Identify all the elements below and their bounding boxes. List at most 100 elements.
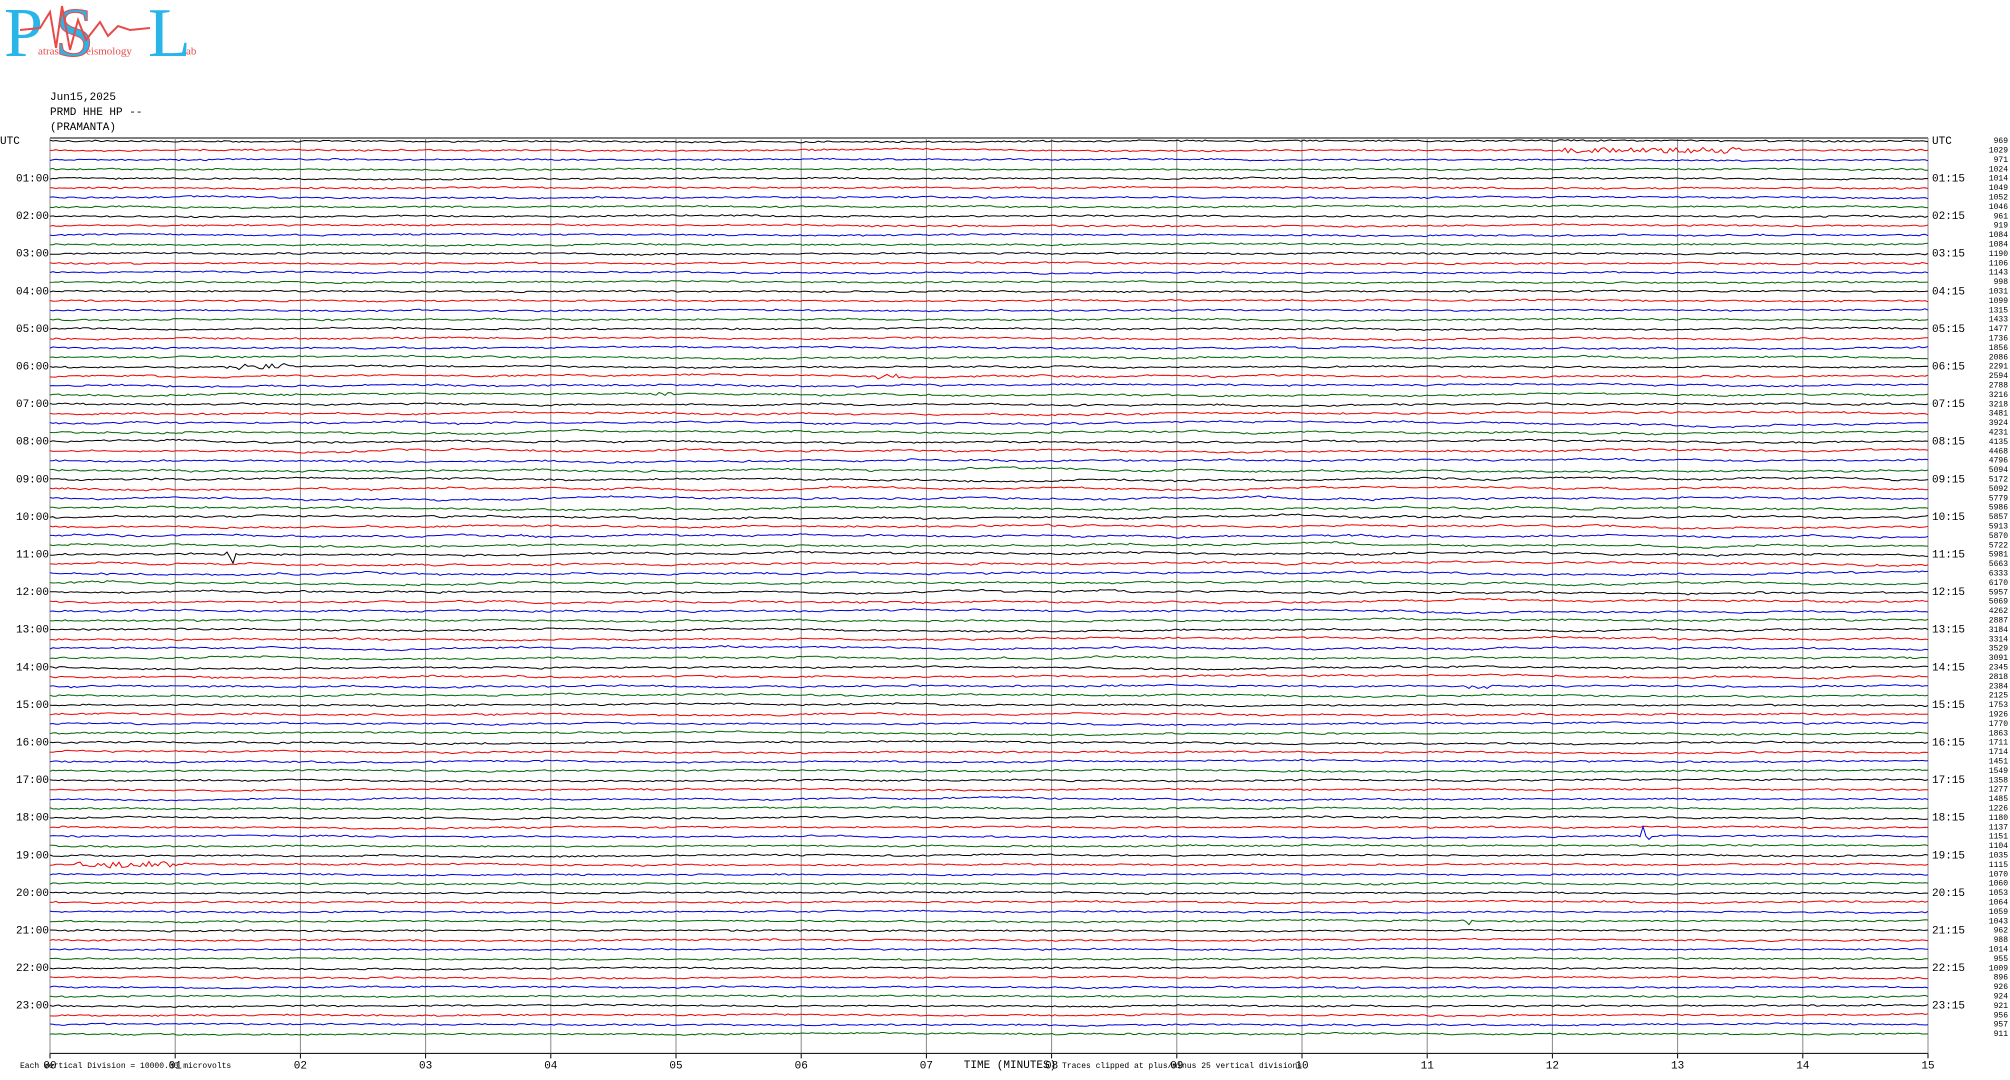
trace-max-label: 1084 [1989,241,2008,250]
trace-max-label: 1190 [1989,250,2008,259]
trace [49,825,1929,830]
trace [49,382,1929,388]
left-time-label: 05:00 [16,324,49,336]
trace-max-label: 1863 [1989,729,2008,738]
trace-max-label: 1046 [1989,203,2008,212]
trace-max-label: 2345 [1989,664,2008,673]
x-tick-label: 15 [1921,1060,1934,1072]
trace [49,673,1929,680]
trace-max-label: 921 [1994,1002,2009,1011]
trace-max-label: 961 [1994,212,2009,221]
trace [49,580,1929,587]
trace [49,608,1929,615]
left-time-label: 15:00 [16,700,49,712]
trace [49,853,1929,859]
trace [49,966,1928,971]
trace-max-label: 1143 [1989,269,2008,278]
trace [50,533,1929,539]
trace-max-label: 2818 [1989,673,2008,682]
trace-max-label: 2086 [1989,353,2008,362]
trace-max-label: 1137 [1989,823,2008,832]
trace [49,644,1929,652]
trace [49,872,1929,877]
trace-max-label: 2788 [1989,382,2008,391]
right-time-label: 20:15 [1932,888,1965,900]
trace-max-label: 2125 [1989,692,2008,701]
trace [49,909,1929,915]
trace-max-label: 896 [1994,974,2009,983]
trace-max-label: 1024 [1989,165,2008,174]
left-time-label: 01:00 [16,174,49,186]
right-time-label: 05:15 [1932,324,1965,336]
trace-max-label: 1029 [1989,147,2008,156]
clip-note: Traces clipped at plus/minus 25 vertical… [1062,1062,1302,1071]
trace [49,513,1929,521]
trace [49,665,1929,671]
left-time-label: 02:00 [16,211,49,223]
trace [49,806,1929,811]
trace-max-label: 5986 [1989,504,2008,513]
trace [49,824,1929,841]
x-tick-label: 14 [1796,1060,1810,1072]
trace-max-label: 3529 [1989,645,2008,654]
logo-letter: P [4,0,43,72]
left-time-label: 11:00 [16,550,49,562]
trace [50,251,1929,256]
trace [49,204,1929,210]
trace-max-label: 4796 [1989,457,2008,466]
trace-max-label: 1014 [1989,175,2008,184]
trace [49,899,1929,905]
left-time-label: 12:00 [16,587,49,599]
trace-max-label: 3091 [1989,654,2008,663]
x-tick-label: 04 [544,1060,558,1072]
trace-max-label: 957 [1994,1021,2009,1030]
trace [50,956,1929,961]
trace-max-label: 1477 [1989,325,2008,334]
trace [49,410,1929,417]
x-tick-label: 12 [1546,1060,1559,1072]
trace [49,505,1929,512]
trace-max-label: 4231 [1989,429,2008,438]
trace [49,447,1929,454]
trace-max-label: 1315 [1989,306,2008,315]
trace-max-label: 2291 [1989,363,2008,372]
trace-max-label: 1009 [1989,964,2008,973]
trace [49,167,1928,172]
trace-max-label: 3481 [1989,410,2008,419]
left-time-label: UTC [0,136,20,148]
trace [49,985,1929,990]
trace [49,1003,1929,1008]
trace [49,157,1929,162]
trace [49,308,1929,313]
x-tick-label: 11 [1421,1060,1435,1072]
trace-max-label: 3314 [1989,635,2008,644]
trace-max-label: 1014 [1989,946,2008,955]
trace [50,635,1929,642]
logo-wave [19,5,151,51]
trace-max-label: 1049 [1989,184,2008,193]
trace [49,232,1929,238]
x-tick-label: 13 [1671,1060,1684,1072]
right-time-label: 06:15 [1932,362,1965,374]
trace-max-label: 5779 [1989,494,2008,503]
trace-max-label: 998 [1994,278,2009,287]
right-time-label: 12:15 [1932,587,1965,599]
trace-max-label: 1060 [1989,880,2008,889]
logo-word: atras [38,46,59,58]
trace [49,627,1929,633]
left-time-label: 03:00 [16,249,49,261]
right-time-label: UTC [1932,136,1952,148]
trace [49,768,1929,773]
trace-max-label: 1104 [1989,842,2008,851]
trace [49,712,1929,717]
trace-max-label: 5870 [1989,532,2008,541]
trace [49,326,1929,331]
trace-max-label: 3184 [1989,626,2008,635]
trace-max-label: 1711 [1989,739,2008,748]
trace [49,146,1929,154]
trace [49,598,1929,605]
trace [49,466,1929,474]
right-time-label: 02:15 [1932,211,1965,223]
trace-max-label: 1115 [1989,861,2008,870]
left-time-label: 16:00 [16,738,49,750]
